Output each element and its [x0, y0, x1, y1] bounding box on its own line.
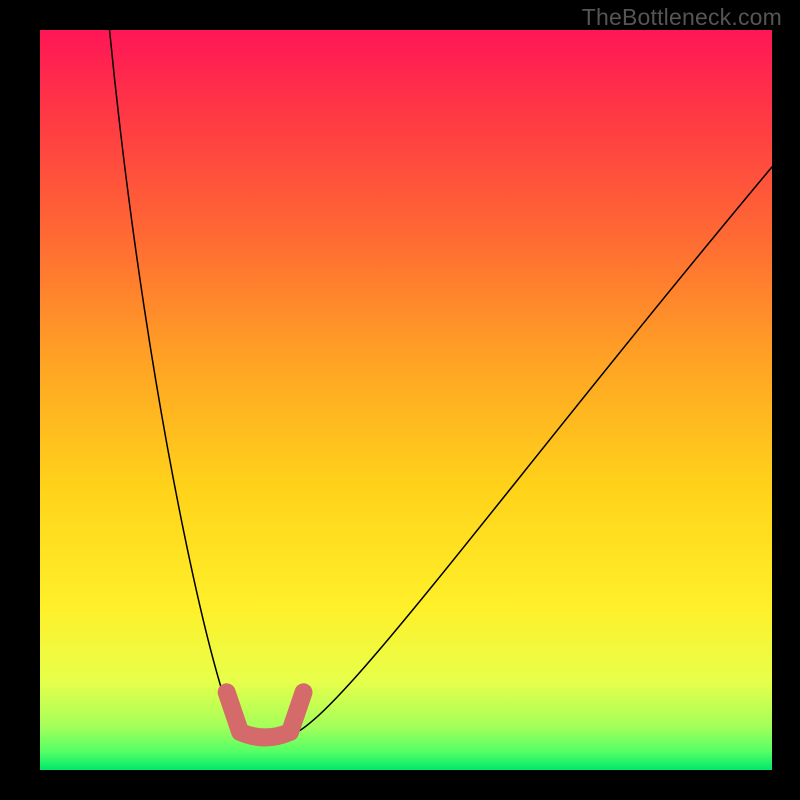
- bottleneck-plot: [40, 30, 772, 770]
- watermark-label: TheBottleneck.com: [582, 4, 782, 31]
- chart-canvas: TheBottleneck.com: [0, 0, 800, 800]
- gradient-background: [40, 30, 772, 770]
